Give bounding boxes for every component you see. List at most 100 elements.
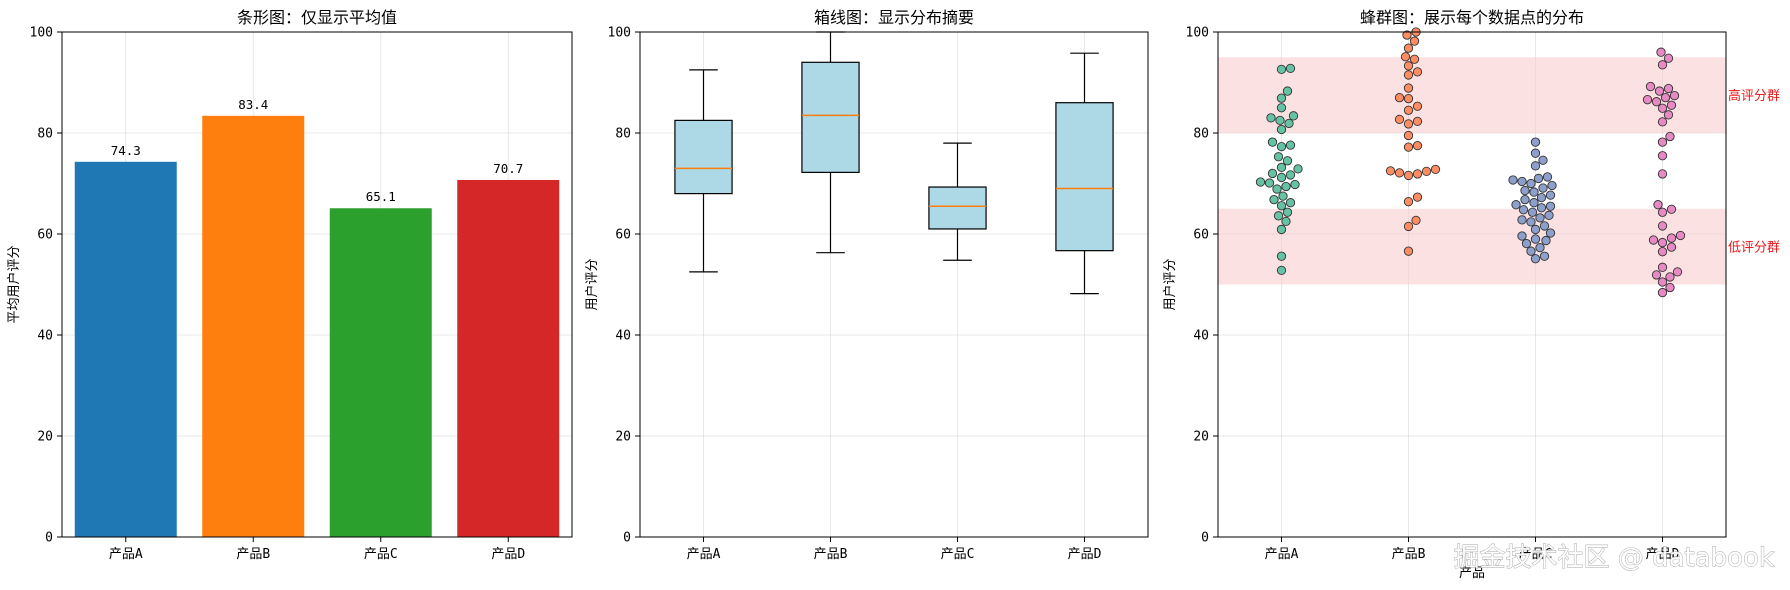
swarm-point [1273, 152, 1284, 162]
swarm-point [1651, 270, 1662, 280]
swarm-point [1526, 217, 1536, 227]
y-tick-label: 0 [45, 531, 53, 546]
swarm-point [1412, 169, 1423, 179]
swarm-point [1293, 164, 1303, 174]
y-tick-label: 100 [30, 26, 53, 41]
swarm-point [1278, 191, 1288, 201]
swarm-point [1385, 166, 1396, 176]
band-label: 高评分群 [1728, 88, 1780, 104]
swarm-point [1394, 168, 1405, 178]
swarm-point [1394, 114, 1405, 125]
y-tick-label: 20 [615, 430, 631, 445]
swarm-point [1656, 47, 1666, 57]
swarm-point [1536, 192, 1547, 203]
swarm-point [1526, 178, 1536, 189]
bar-value-label: 65.1 [366, 189, 396, 204]
swarm-point [1657, 60, 1668, 70]
swarm-point [1530, 224, 1541, 235]
swarm-point [1648, 235, 1659, 245]
y-tick-label: 0 [1201, 531, 1209, 546]
bar [74, 161, 177, 537]
chart-title: 条形图：仅显示平均值 [237, 8, 397, 27]
chart-title: 箱线图：显示分布摘要 [814, 8, 974, 27]
swarm-point [1666, 100, 1677, 110]
swarm-point [1266, 113, 1276, 123]
swarm-point [1672, 267, 1683, 277]
swarm-point [1657, 117, 1668, 127]
swarm-point [1285, 198, 1296, 208]
y-tick-label: 100 [1186, 26, 1209, 41]
swarm-point [1545, 190, 1556, 200]
swarm-point [1403, 105, 1414, 115]
swarm-point [1290, 179, 1300, 190]
y-tick-label: 80 [615, 127, 631, 142]
x-tick-label: 产品D [491, 547, 525, 562]
swarm-point [1529, 198, 1539, 208]
y-axis-label: 平均用户评分 [6, 245, 22, 323]
swarm-point [1530, 161, 1541, 171]
swarm-point [1276, 265, 1287, 276]
y-tick-label: 0 [623, 531, 631, 546]
swarm-point [1663, 83, 1674, 94]
swarm-point [1272, 184, 1282, 194]
swarm-point [1657, 103, 1668, 113]
swarm-point [1545, 201, 1556, 211]
swarm-point [1281, 216, 1291, 227]
bar [329, 208, 432, 537]
swarm-point [1530, 234, 1541, 244]
swarm-point [1403, 61, 1414, 71]
swarm-point [1403, 142, 1414, 152]
swarm-point [1657, 151, 1668, 161]
swarm-point [1517, 231, 1527, 241]
y-tick-label: 60 [37, 228, 53, 243]
swarm-point [1403, 246, 1414, 256]
watermark: 掘金技术社区 @ databook [1454, 543, 1774, 573]
y-tick-label: 40 [1193, 329, 1209, 344]
swarm-point [1276, 93, 1287, 103]
swarm-point [1520, 185, 1530, 196]
swarm-point [1412, 192, 1423, 202]
swarm-point [1269, 195, 1279, 205]
swarm-point [1403, 94, 1414, 104]
swarm-point [1403, 197, 1414, 207]
swarm-point [1660, 93, 1671, 103]
swarm-point [1657, 207, 1668, 217]
y-axis-label: 用户评分 [1162, 258, 1178, 310]
y-tick-label: 80 [1193, 127, 1209, 142]
bar [457, 179, 560, 537]
y-tick-label: 60 [615, 228, 631, 243]
box [1055, 102, 1114, 252]
swarm-point [1536, 203, 1547, 213]
highlight-band [1218, 57, 1726, 133]
box [674, 119, 733, 195]
swarm-point [1538, 183, 1548, 193]
swarm-point [1411, 215, 1421, 226]
swarm-point [1264, 178, 1275, 188]
swarm-point [1517, 176, 1527, 187]
swarm-point [1276, 172, 1287, 183]
swarm-point [1654, 86, 1665, 96]
swarm-point [1530, 254, 1541, 264]
y-axis-label: 用户评分 [584, 258, 600, 310]
y-tick-label: 100 [608, 26, 631, 41]
swarm-point [1651, 97, 1662, 107]
y-tick-label: 60 [1193, 228, 1209, 243]
swarm-point [1521, 238, 1532, 249]
swarm-point [1663, 53, 1674, 63]
swarm-point [1533, 173, 1544, 184]
plot-frame [639, 31, 1149, 538]
x-axis-label: 产品 [1459, 566, 1485, 581]
y-tick-label: 40 [615, 329, 631, 344]
swarm-point [1665, 282, 1675, 293]
swarm-point [1545, 228, 1556, 238]
swarm-point [1526, 246, 1536, 256]
chart-panel-1: 74.3 83.4 65.1 70.7 0 20 40 60 80 100 产品A 产品B 产品C 产品D… [6, 8, 573, 562]
swarm-point [1403, 83, 1414, 93]
swarm-point [1412, 101, 1423, 111]
box [928, 186, 987, 230]
x-tick-label: 产品B [814, 547, 848, 562]
bar-value-label: 70.7 [493, 161, 523, 176]
bar-value-label: 83.4 [238, 97, 268, 112]
x-tick-label: 产品D [1646, 547, 1680, 562]
